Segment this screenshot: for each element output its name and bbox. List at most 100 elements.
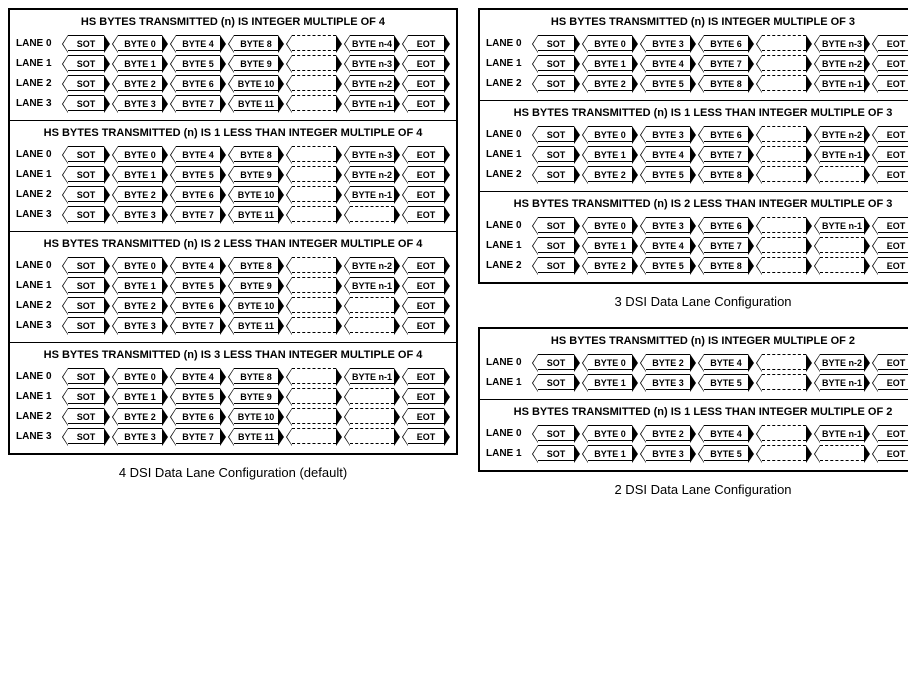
- sot-cell: SOT: [68, 35, 104, 51]
- gap-cell: [762, 257, 806, 273]
- lane-row: LANE 3SOTBYTE 3BYTE 7BYTE 11BYTE n-1EOT: [16, 94, 450, 112]
- lane-label: LANE 2: [486, 169, 532, 180]
- byte-cell: BYTE 5: [646, 166, 690, 182]
- byte-cell: BYTE 0: [588, 425, 632, 441]
- gap-cell: [762, 237, 806, 253]
- eot-cell: EOT: [408, 408, 444, 424]
- sot-cell: SOT: [68, 408, 104, 424]
- gap-cell: [292, 95, 336, 111]
- group-3lane: HS BYTES TRANSMITTED (n) IS INTEGER MULT…: [478, 8, 908, 284]
- lane-label: LANE 3: [16, 320, 62, 331]
- sot-cell: SOT: [68, 297, 104, 313]
- byte-cell: BYTE 10: [234, 75, 278, 91]
- sot-cell: SOT: [68, 368, 104, 384]
- gap-cell: [762, 146, 806, 162]
- left-column: HS BYTES TRANSMITTED (n) IS INTEGER MULT…: [8, 8, 458, 498]
- lane-label: LANE 0: [486, 38, 532, 49]
- lane-label: LANE 3: [16, 431, 62, 442]
- sot-cell: SOT: [68, 95, 104, 111]
- sot-cell: SOT: [538, 257, 574, 273]
- lane-cells: SOTBYTE 1BYTE 5BYTE 9BYTE n-2EOT: [62, 166, 450, 182]
- group-4lane: HS BYTES TRANSMITTED (n) IS INTEGER MULT…: [8, 8, 458, 455]
- byte-cell: BYTE 6: [704, 35, 748, 51]
- gap-cell: [820, 166, 864, 182]
- lane-label: LANE 1: [16, 391, 62, 402]
- sot-cell: SOT: [68, 206, 104, 222]
- lane-label: LANE 0: [16, 149, 62, 160]
- lane-row: LANE 0SOTBYTE 0BYTE 4BYTE 8BYTE n-2EOT: [16, 256, 450, 274]
- lane-cells: SOTBYTE 0BYTE 3BYTE 6BYTE n-2EOT: [532, 126, 908, 142]
- byte-cell: BYTE 0: [118, 257, 162, 273]
- byte-cell: BYTE 3: [118, 428, 162, 444]
- lane-label: LANE 2: [486, 78, 532, 89]
- eot-cell: EOT: [408, 146, 444, 162]
- gap-cell: [292, 166, 336, 182]
- section: HS BYTES TRANSMITTED (n) IS 3 LESS THAN …: [10, 343, 456, 453]
- byte-cell: BYTE 3: [646, 35, 690, 51]
- gap-cell: [292, 428, 336, 444]
- caption-4lane: 4 DSI Data Lane Configuration (default): [8, 465, 458, 480]
- lane-row: LANE 0SOTBYTE 0BYTE 2BYTE 4BYTE n-2EOT: [486, 353, 908, 371]
- byte-cell: BYTE n-1: [820, 374, 864, 390]
- caption-3lane: 3 DSI Data Lane Configuration: [478, 294, 908, 309]
- byte-cell: BYTE 7: [176, 95, 220, 111]
- byte-cell: BYTE n-3: [820, 35, 864, 51]
- section: HS BYTES TRANSMITTED (n) IS 1 LESS THAN …: [10, 121, 456, 232]
- lane-row: LANE 1SOTBYTE 1BYTE 5BYTE 9BYTE n-3EOT: [16, 54, 450, 72]
- byte-cell: BYTE n-1: [820, 425, 864, 441]
- caption-2lane: 2 DSI Data Lane Configuration: [478, 482, 908, 497]
- byte-cell: BYTE 7: [704, 237, 748, 253]
- byte-cell: BYTE 9: [234, 388, 278, 404]
- sot-cell: SOT: [538, 146, 574, 162]
- lane-row: LANE 2SOTBYTE 2BYTE 6BYTE 10EOT: [16, 407, 450, 425]
- eot-cell: EOT: [878, 237, 908, 253]
- sot-cell: SOT: [538, 166, 574, 182]
- eot-cell: EOT: [878, 146, 908, 162]
- lane-row: LANE 0SOTBYTE 0BYTE 4BYTE 8BYTE n-4EOT: [16, 34, 450, 52]
- lane-label: LANE 0: [16, 38, 62, 49]
- eot-cell: EOT: [878, 374, 908, 390]
- lane-label: LANE 1: [486, 448, 532, 459]
- byte-cell: BYTE 7: [704, 55, 748, 71]
- byte-cell: BYTE 3: [118, 317, 162, 333]
- byte-cell: BYTE 10: [234, 186, 278, 202]
- gap-cell: [292, 388, 336, 404]
- lane-row: LANE 0SOTBYTE 0BYTE 3BYTE 6BYTE n-3EOT: [486, 34, 908, 52]
- section-title: HS BYTES TRANSMITTED (n) IS INTEGER MULT…: [486, 16, 908, 28]
- lane-label: LANE 0: [16, 260, 62, 271]
- lane-label: LANE 1: [486, 377, 532, 388]
- byte-cell: BYTE 4: [646, 237, 690, 253]
- eot-cell: EOT: [408, 277, 444, 293]
- byte-cell: BYTE 5: [704, 445, 748, 461]
- gap-cell: [350, 297, 394, 313]
- byte-cell: BYTE 7: [176, 428, 220, 444]
- byte-cell: BYTE 6: [176, 408, 220, 424]
- lane-cells: SOTBYTE 3BYTE 7BYTE 11EOT: [62, 428, 450, 444]
- lane-cells: SOTBYTE 0BYTE 3BYTE 6BYTE n-1EOT: [532, 217, 908, 233]
- lane-row: LANE 1SOTBYTE 1BYTE 5BYTE 9BYTE n-2EOT: [16, 165, 450, 183]
- lane-row: LANE 0SOTBYTE 0BYTE 2BYTE 4BYTE n-1EOT: [486, 424, 908, 442]
- eot-cell: EOT: [408, 35, 444, 51]
- byte-cell: BYTE 3: [118, 95, 162, 111]
- byte-cell: BYTE 4: [646, 146, 690, 162]
- lane-row: LANE 3SOTBYTE 3BYTE 7BYTE 11EOT: [16, 316, 450, 334]
- byte-cell: BYTE 9: [234, 277, 278, 293]
- eot-cell: EOT: [878, 166, 908, 182]
- lane-cells: SOTBYTE 3BYTE 7BYTE 11EOT: [62, 206, 450, 222]
- section: HS BYTES TRANSMITTED (n) IS 2 LESS THAN …: [480, 192, 908, 282]
- lane-label: LANE 1: [16, 58, 62, 69]
- lane-row: LANE 1SOTBYTE 1BYTE 5BYTE 9EOT: [16, 387, 450, 405]
- byte-cell: BYTE 11: [234, 206, 278, 222]
- lane-label: LANE 0: [16, 371, 62, 382]
- byte-cell: BYTE 1: [118, 166, 162, 182]
- gap-cell: [350, 388, 394, 404]
- byte-cell: BYTE 3: [118, 206, 162, 222]
- byte-cell: BYTE 2: [646, 354, 690, 370]
- eot-cell: EOT: [878, 257, 908, 273]
- gap-cell: [762, 374, 806, 390]
- lane-cells: SOTBYTE 1BYTE 5BYTE 9EOT: [62, 388, 450, 404]
- lane-row: LANE 1SOTBYTE 1BYTE 3BYTE 5BYTE n-1EOT: [486, 373, 908, 391]
- byte-cell: BYTE n-2: [820, 354, 864, 370]
- sot-cell: SOT: [538, 374, 574, 390]
- lane-label: LANE 1: [16, 169, 62, 180]
